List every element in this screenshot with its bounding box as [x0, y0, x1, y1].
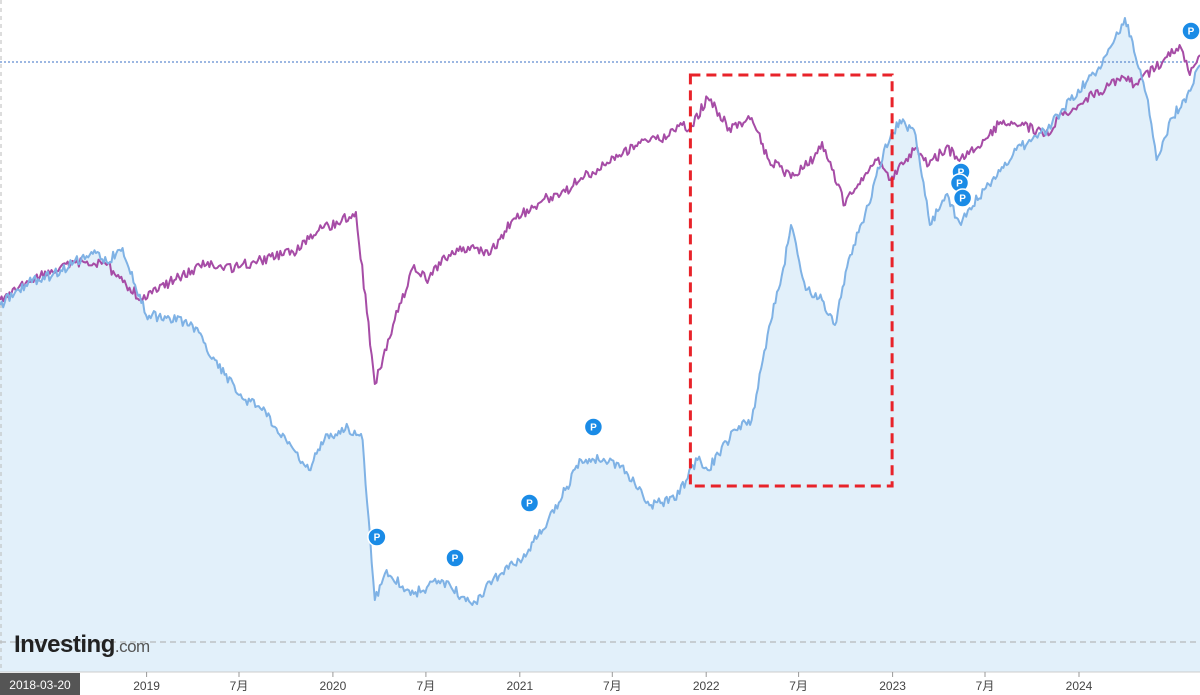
x-tick-label: 7月: [417, 679, 436, 693]
p-marker-circle: [1181, 21, 1200, 41]
p-marker-label: P: [526, 499, 533, 510]
x-tick-label: 2020: [320, 679, 347, 693]
x-tick-label: 2019: [133, 679, 160, 693]
logo-suffix-text: .com: [115, 637, 150, 656]
x-axis-ticks: 2018-03-20 2019 7月 2020 7月 2021 7月 2022 7月 2023 7月…: [0, 672, 1093, 695]
p-marker-5[interactable]: P: [949, 173, 970, 193]
series-1-line: [0, 17, 1200, 606]
p-marker-label: P: [1188, 27, 1195, 38]
p-marker-label: P: [956, 179, 963, 190]
p-marker-6[interactable]: P: [952, 188, 973, 208]
x-axis-band: [0, 672, 1200, 695]
p-marker-circle: [445, 548, 465, 568]
p-marker-label: P: [959, 194, 966, 205]
p-marker-circle: [367, 527, 387, 547]
x-tick-label: 7月: [230, 679, 249, 693]
x-tick-label: 2024: [1066, 679, 1093, 693]
highlight-box: [688, 73, 894, 488]
x-tick-start-label: 2018-03-20: [9, 678, 71, 692]
investing-logo: Investing.com: [14, 631, 151, 658]
svg-text:Investing.com: Investing.com: [14, 631, 150, 658]
x-tick-label: 2023: [879, 679, 906, 693]
p-marker-label: P: [958, 168, 965, 179]
x-tick-label: 2022: [693, 679, 720, 693]
series-1-area: [0, 18, 1200, 672]
x-tick-label: 7月: [603, 679, 622, 693]
p-marker-2[interactable]: P: [519, 493, 540, 513]
x-tick-label: 7月: [789, 679, 808, 693]
series-layer: [0, 17, 1200, 606]
p-marker-label: P: [374, 533, 381, 544]
p-marker-0[interactable]: P: [367, 527, 387, 547]
highlight-layer: [688, 73, 894, 488]
x-tick-start: 2018-03-20: [0, 673, 80, 695]
p-marker-3[interactable]: P: [583, 417, 604, 437]
p-marker-circle: [519, 493, 540, 513]
p-marker-circle: [583, 417, 604, 437]
p-marker-label: P: [452, 554, 459, 565]
p-marker-circle: [952, 188, 973, 208]
logo-brand-text: Investing: [14, 631, 115, 658]
p-marker-7[interactable]: P: [1181, 21, 1200, 41]
x-tick-label: 7月: [976, 679, 995, 693]
x-tick-label: 2021: [506, 679, 533, 693]
area-layer: [0, 18, 1200, 672]
series-0-line: [0, 44, 1200, 385]
p-marker-1[interactable]: P: [445, 548, 465, 568]
p-marker-label: P: [590, 423, 597, 434]
x-tick-start-bg: [0, 673, 80, 695]
